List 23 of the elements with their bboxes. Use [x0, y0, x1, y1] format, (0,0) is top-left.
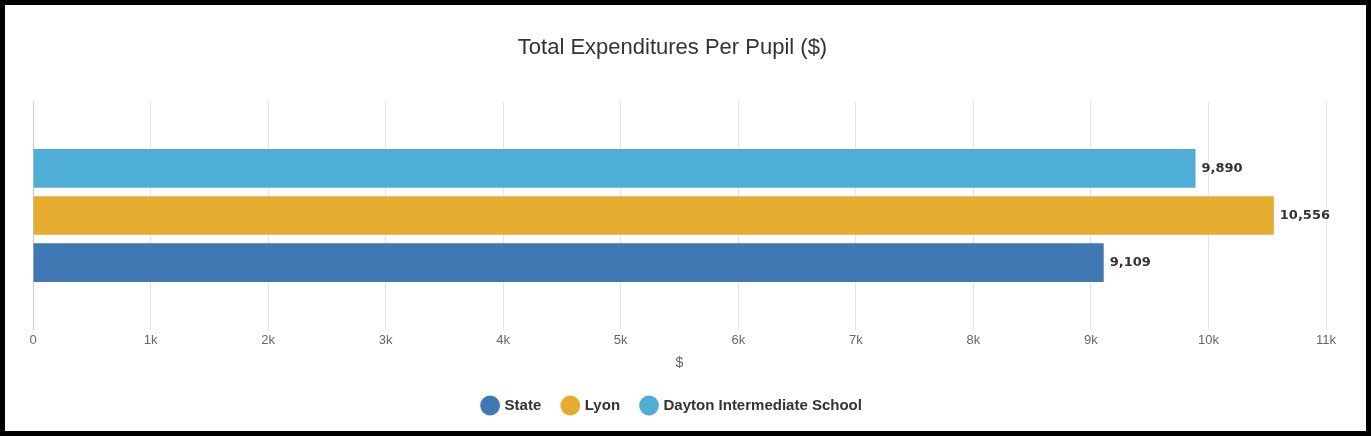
x-tick-label: 10k: [1197, 331, 1220, 347]
data-label: 10,556: [1279, 206, 1330, 222]
x-tick-label: 3k: [378, 331, 393, 347]
x-tick-label: 1k: [143, 331, 158, 347]
legend-label: State: [504, 395, 542, 413]
bar: [33, 149, 1196, 188]
legend-label: Dayton Intermediate School: [663, 395, 862, 413]
x-tick-label: 9k: [1084, 331, 1099, 347]
bar: [33, 243, 1104, 282]
x-tick-label: 6k: [731, 331, 746, 347]
bar: [33, 196, 1274, 235]
legend-label: Lyon: [584, 395, 621, 413]
x-axis-title: $: [675, 354, 684, 371]
x-tick-label: 2k: [261, 331, 276, 347]
x-tick-label: 11k: [1316, 331, 1337, 347]
data-label: 9,890: [1201, 159, 1243, 175]
x-tick-label: 8k: [966, 331, 981, 347]
chart-title: Total Expenditures Per Pupil ($): [517, 34, 828, 60]
data-label: 9,109: [1109, 254, 1151, 270]
x-tick-label: 7k: [848, 331, 864, 347]
x-tick-label: 0: [29, 331, 37, 347]
x-tick-label: 5k: [613, 331, 629, 347]
x-tick-label: 4k: [496, 331, 511, 347]
